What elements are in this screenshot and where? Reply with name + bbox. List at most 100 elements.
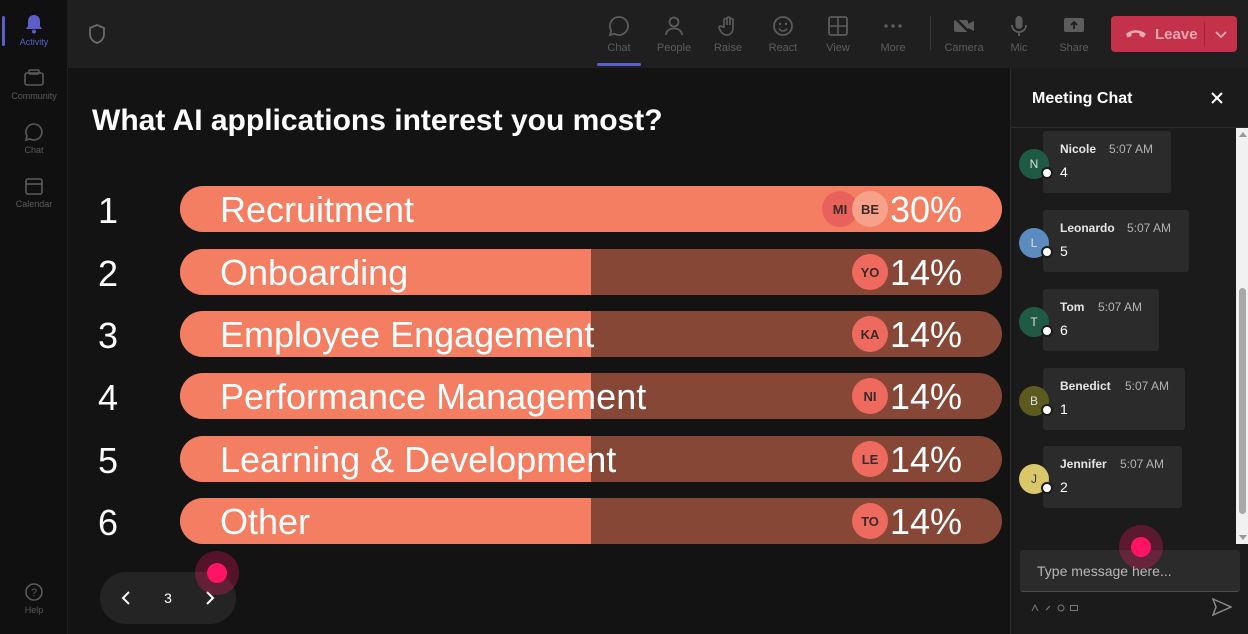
message-bubble: Nicole 5:07 AM 4 [1043, 131, 1171, 193]
people-icon [662, 14, 686, 38]
poll-option-bar: Other TO 14% [180, 498, 1002, 544]
chat-icon [607, 14, 631, 38]
message-input[interactable] [1020, 550, 1240, 592]
chat-button[interactable]: Chat [592, 0, 646, 68]
message-bubble: Benedict 5:07 AM 1 [1043, 368, 1185, 430]
voter-avatar: BE [852, 191, 888, 227]
chat-message: Jennifer 5:07 AM 2 J [1019, 446, 1229, 508]
poll-option-bar: Learning & Development LE 14% [180, 436, 1002, 482]
poll-option-percent: 30% [889, 189, 962, 230]
leave-button[interactable]: Leave [1111, 16, 1237, 52]
chat-header: Meeting Chat [1011, 68, 1248, 128]
smiley-icon [771, 14, 795, 38]
raise-hand-button[interactable]: Raise [701, 0, 755, 68]
microphone-icon [1007, 14, 1031, 38]
poll-option-fill [180, 436, 591, 482]
scroll-thumb[interactable] [1239, 288, 1246, 514]
poll-option-fill [180, 249, 591, 295]
emoji-icon[interactable] [1057, 604, 1065, 612]
chat-scrollbar[interactable] [1236, 128, 1248, 544]
chat-message: Leonardo 5:07 AM 5 L [1019, 210, 1229, 272]
react-button[interactable]: React [756, 0, 810, 68]
rail-label: Community [11, 90, 57, 101]
more-button[interactable]: More [866, 0, 920, 68]
poll-option-bar: Onboarding YO 14% [180, 249, 1002, 295]
presence-status-icon [1041, 325, 1053, 337]
poll-option-row: 5 Learning & Development LE 14% [68, 436, 1010, 484]
format-icon[interactable] [1031, 604, 1039, 612]
message-timestamp: 5:07 AM [1109, 142, 1154, 156]
message-text: 5 [1060, 243, 1068, 259]
svg-text:?: ? [31, 587, 37, 599]
message-bubble: Tom 5:07 AM 6 [1043, 289, 1159, 351]
message-timestamp: 5:07 AM [1098, 300, 1143, 314]
poll-option-row: 4 Performance Management NI 14% [68, 373, 1010, 421]
rail-help[interactable]: ? Help [0, 572, 68, 624]
more-label: More [880, 42, 906, 54]
chat-label: Chat [607, 42, 631, 54]
rail-chat[interactable]: Chat [0, 112, 68, 164]
poll-option-label: Performance Management [220, 376, 647, 417]
leave-label: Leave [1155, 25, 1198, 43]
poll-option-rank: 4 [98, 377, 119, 418]
poll-option-fill [180, 373, 591, 419]
rail-label: Chat [24, 144, 44, 155]
poll-option-rank: 2 [98, 253, 119, 294]
chat-message: Tom 5:07 AM 6 T [1019, 289, 1229, 351]
scroll-down-arrow-icon[interactable] [1239, 535, 1247, 540]
rail-calendar[interactable]: Calendar [0, 166, 68, 218]
poll-option-label: Recruitment [220, 189, 415, 230]
chevron-left-icon[interactable] [114, 586, 138, 610]
poll-option-percent: 14% [889, 439, 962, 480]
app-rail: Activity Community Chat Calendar ? Help [0, 0, 68, 634]
message-author: Leonardo [1060, 221, 1115, 235]
message-text: 1 [1060, 401, 1068, 417]
message-bubble: Leonardo 5:07 AM 5 [1043, 210, 1189, 272]
chat-message: Nicole 5:07 AM 4 N [1019, 131, 1229, 193]
poll-question: What AI applications interest you most? [92, 104, 663, 137]
shield-icon[interactable] [88, 24, 106, 49]
presence-status-icon [1041, 246, 1053, 258]
chevron-right-icon[interactable] [198, 586, 222, 610]
raise-label: Raise [713, 42, 743, 54]
chevron-down-icon[interactable] [1215, 27, 1227, 44]
people-button[interactable]: People [647, 0, 701, 68]
poll-option-row: 1 Recruitment MI BE 30% [68, 186, 1010, 234]
poll-option-rank: 6 [98, 502, 119, 543]
rail-community[interactable]: Community [0, 58, 68, 110]
poll-option-percent: 14% [889, 314, 962, 355]
presence-status-icon [1041, 404, 1053, 416]
mic-button[interactable]: Mic [992, 0, 1046, 68]
meeting-chat-panel: Meeting Chat Nicole 5:07 AM 4 N Leonardo 5:07… [1010, 68, 1248, 634]
gif-icon[interactable] [1070, 604, 1078, 612]
poll-option-row: 2 Onboarding YO 14% [68, 249, 1010, 297]
voter-avatar: LE [852, 441, 888, 477]
poll-option-label: Onboarding [220, 252, 409, 293]
avatar[interactable]: J [1019, 464, 1049, 494]
calendar-icon [24, 176, 44, 196]
compose-tools [1031, 604, 1078, 612]
hand-icon [716, 14, 740, 38]
poll-results: What AI applications interest you most? … [68, 68, 1010, 634]
toolbar-divider [930, 16, 931, 50]
scroll-up-arrow-icon[interactable] [1239, 132, 1247, 137]
message-author: Tom [1060, 300, 1085, 314]
message-text: 2 [1060, 479, 1068, 495]
view-button[interactable]: View [811, 0, 865, 68]
close-icon[interactable] [1209, 90, 1225, 106]
share-button[interactable]: Share [1047, 0, 1101, 68]
view-label: View [826, 42, 850, 54]
share-screen-icon [1062, 14, 1086, 38]
attach-icon[interactable] [1044, 604, 1052, 612]
rail-label: Calendar [15, 198, 53, 209]
send-icon[interactable] [1211, 597, 1234, 620]
rail-activity[interactable]: Activity [0, 4, 68, 56]
meeting-toolbar: Chat People Raise React View More C [68, 0, 1248, 68]
mic-label: Mic [1010, 42, 1028, 54]
message-author: Jennifer [1060, 457, 1107, 471]
grid-view-icon [826, 14, 850, 38]
presence-status-icon [1041, 482, 1053, 494]
message-bubble: Jennifer 5:07 AM 2 [1043, 446, 1182, 508]
camera-button[interactable]: Camera [937, 0, 991, 68]
message-text: 4 [1060, 164, 1068, 180]
